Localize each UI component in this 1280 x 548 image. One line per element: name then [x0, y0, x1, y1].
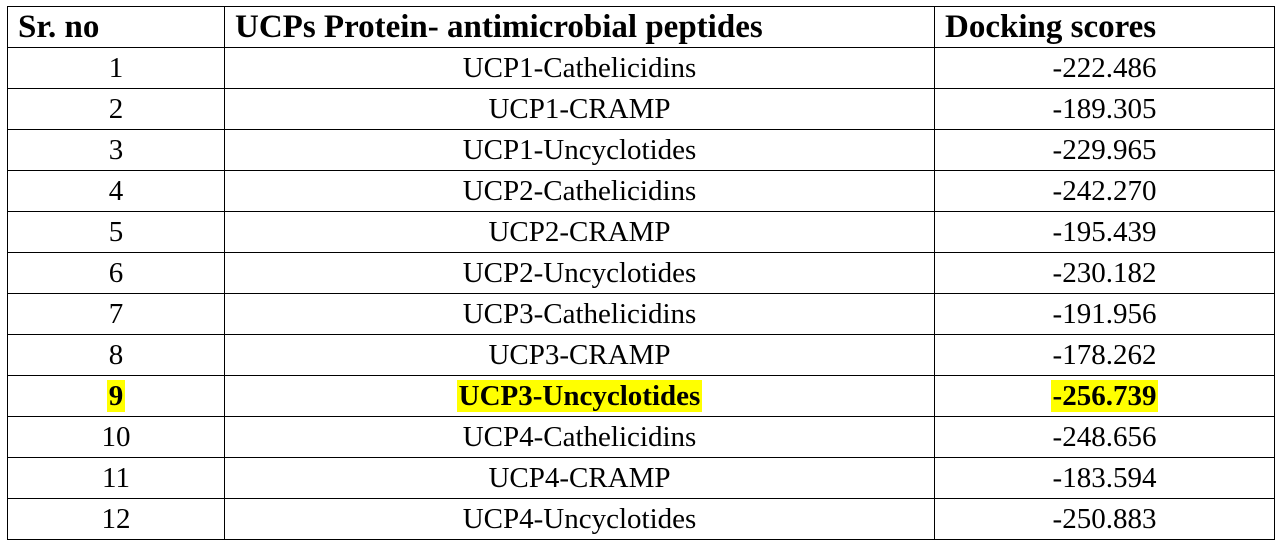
table-row: 5 UCP2-CRAMP -195.439: [7, 211, 1275, 253]
cell-docking-score: -178.262: [934, 334, 1275, 376]
cell-sr-no: 10: [7, 416, 225, 458]
table-header-row: Sr. no UCPs Protein- antimicrobial pepti…: [7, 6, 1275, 48]
cell-protein-text: UCP4-CRAMP: [488, 461, 671, 494]
cell-sr-no-text: 6: [108, 256, 124, 289]
cell-docking-score-text: -256.739: [1050, 379, 1159, 412]
cell-sr-no-text: 11: [102, 461, 130, 494]
cell-protein: UCP4-CRAMP: [224, 457, 935, 499]
cell-protein-text: UCP4-Uncyclotides: [462, 502, 697, 535]
cell-docking-score-text: -191.956: [1052, 297, 1157, 330]
cell-docking-score-text: -195.439: [1052, 215, 1157, 248]
cell-docking-score-text: -189.305: [1052, 92, 1157, 125]
cell-docking-score-text: -222.486: [1052, 51, 1157, 84]
table-row: 7 UCP3-Cathelicidins -191.956: [7, 293, 1275, 335]
cell-docking-score: -248.656: [934, 416, 1275, 458]
cell-docking-score: -189.305: [934, 88, 1275, 130]
cell-docking-score-text: -248.656: [1052, 420, 1157, 453]
cell-sr-no: 12: [7, 498, 225, 540]
table-row: 10 UCP4-Cathelicidins -248.656: [7, 416, 1275, 458]
cell-docking-score: -230.182: [934, 252, 1275, 294]
cell-protein: UCP4-Cathelicidins: [224, 416, 935, 458]
cell-docking-score: -256.739: [934, 375, 1275, 417]
header-sr-no: Sr. no: [7, 6, 225, 48]
cell-protein: UCP3-Uncyclotides: [224, 375, 935, 417]
table-row: 4 UCP2-Cathelicidins -242.270: [7, 170, 1275, 212]
cell-docking-score-text: -242.270: [1052, 174, 1157, 207]
cell-protein: UCP3-Cathelicidins: [224, 293, 935, 335]
cell-sr-no: 2: [7, 88, 225, 130]
cell-docking-score: -229.965: [934, 129, 1275, 171]
cell-sr-no-text: 4: [108, 174, 124, 207]
table-row: 12 UCP4-Uncyclotides -250.883: [7, 498, 1275, 540]
cell-sr-no-text: 10: [101, 420, 131, 453]
cell-docking-score: -183.594: [934, 457, 1275, 499]
cell-docking-score-text: -183.594: [1052, 461, 1157, 494]
cell-docking-score: -195.439: [934, 211, 1275, 253]
cell-protein: UCP2-Cathelicidins: [224, 170, 935, 212]
cell-docking-score-text: -229.965: [1052, 133, 1157, 166]
cell-protein: UCP2-CRAMP: [224, 211, 935, 253]
cell-docking-score: -250.883: [934, 498, 1275, 540]
cell-protein-text: UCP1-Uncyclotides: [462, 133, 697, 166]
cell-sr-no: 8: [7, 334, 225, 376]
cell-protein-text: UCP1-Cathelicidins: [462, 51, 697, 84]
cell-sr-no: 5: [7, 211, 225, 253]
cell-protein-text: UCP2-Cathelicidins: [462, 174, 697, 207]
cell-protein-text: UCP3-Cathelicidins: [462, 297, 697, 330]
cell-sr-no-text: 8: [108, 338, 124, 371]
cell-protein-text: UCP3-CRAMP: [488, 338, 671, 371]
cell-docking-score-text: -250.883: [1052, 502, 1157, 535]
cell-protein: UCP1-Cathelicidins: [224, 47, 935, 89]
cell-sr-no: 7: [7, 293, 225, 335]
cell-sr-no-text: 5: [108, 215, 124, 248]
cell-docking-score: -242.270: [934, 170, 1275, 212]
cell-docking-score: -222.486: [934, 47, 1275, 89]
cell-protein-text: UCP1-CRAMP: [488, 92, 671, 125]
cell-protein-text: UCP2-CRAMP: [488, 215, 671, 248]
table-row: 1 UCP1-Cathelicidins -222.486: [7, 47, 1275, 89]
cell-docking-score: -191.956: [934, 293, 1275, 335]
cell-protein-text: UCP3-Uncyclotides: [456, 379, 703, 412]
cell-sr-no-text: 2: [108, 92, 124, 125]
cell-protein-text: UCP4-Cathelicidins: [462, 420, 697, 453]
table-row: 11 UCP4-CRAMP -183.594: [7, 457, 1275, 499]
table-row: 2 UCP1-CRAMP -189.305: [7, 88, 1275, 130]
cell-sr-no-text: 7: [108, 297, 124, 330]
cell-protein-text: UCP2-Uncyclotides: [462, 256, 697, 289]
cell-protein: UCP2-Uncyclotides: [224, 252, 935, 294]
cell-sr-no-text: 1: [108, 51, 124, 84]
table-row: 3 UCP1-Uncyclotides -229.965: [7, 129, 1275, 171]
docking-table-container: Sr. no UCPs Protein- antimicrobial pepti…: [7, 6, 1275, 540]
cell-protein: UCP3-CRAMP: [224, 334, 935, 376]
table-row: 6 UCP2-Uncyclotides -230.182: [7, 252, 1275, 294]
table-row: 8 UCP3-CRAMP -178.262: [7, 334, 1275, 376]
cell-sr-no: 6: [7, 252, 225, 294]
table-row: 9 UCP3-Uncyclotides -256.739: [7, 375, 1275, 417]
cell-protein: UCP4-Uncyclotides: [224, 498, 935, 540]
cell-protein: UCP1-Uncyclotides: [224, 129, 935, 171]
cell-sr-no-text: 9: [106, 379, 126, 412]
cell-sr-no: 9: [7, 375, 225, 417]
cell-protein: UCP1-CRAMP: [224, 88, 935, 130]
cell-sr-no: 4: [7, 170, 225, 212]
cell-sr-no: 11: [7, 457, 225, 499]
docking-scores-table: Sr. no UCPs Protein- antimicrobial pepti…: [7, 6, 1275, 540]
cell-sr-no: 1: [7, 47, 225, 89]
header-protein: UCPs Protein- antimicrobial peptides: [224, 6, 935, 48]
cell-sr-no-text: 12: [101, 502, 131, 535]
cell-docking-score-text: -178.262: [1052, 338, 1157, 371]
cell-docking-score-text: -230.182: [1052, 256, 1157, 289]
cell-sr-no: 3: [7, 129, 225, 171]
cell-sr-no-text: 3: [108, 133, 124, 166]
header-docking-score: Docking scores: [934, 6, 1275, 48]
